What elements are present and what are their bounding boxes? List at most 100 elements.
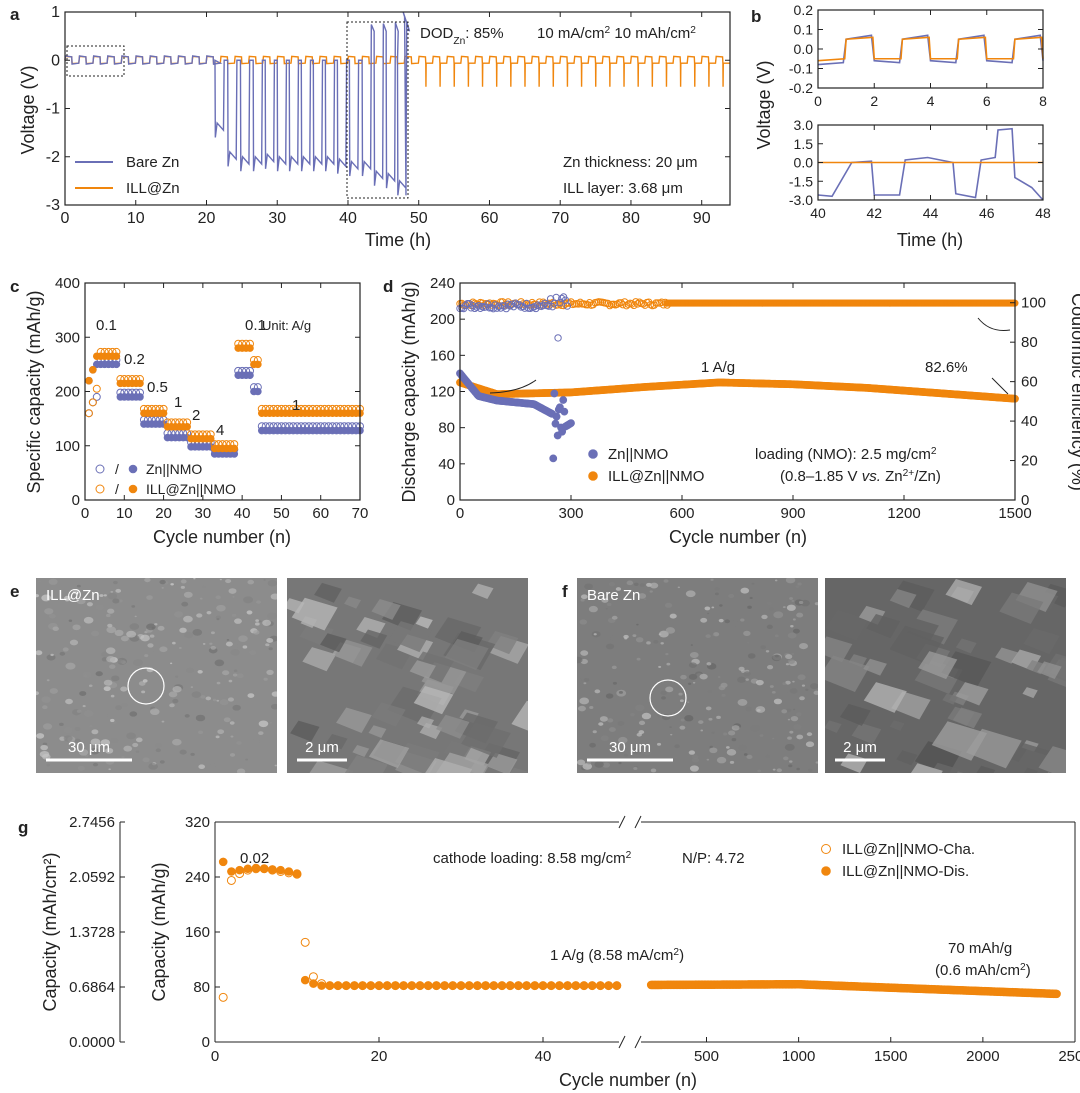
point-discharge [415,981,425,990]
sem-grain [601,597,609,603]
point-discharge [456,981,466,990]
point-ill-zn-nmo [254,360,262,369]
panel-letter-b: b [751,7,761,26]
sem-grain [39,750,50,758]
sem-grain [131,605,136,608]
point-ce [320,422,329,431]
sem-flake [413,685,454,715]
sem-grain [684,714,694,722]
y2-tick-label: 0.0000 [69,1034,115,1051]
point-ce-bare [472,303,481,311]
point-ill-zn-nmo [246,344,254,352]
sem-grain [599,716,608,722]
sem-grain [631,748,639,754]
x-tick-label: 80 [622,210,640,227]
point-ce [108,347,117,356]
arrow-to-capacity-axis [489,379,537,394]
sem-grain [795,585,800,588]
sem-grain [150,708,160,716]
sem-flake [461,722,511,758]
axis-break-mark [618,1035,626,1049]
sem-grain [797,674,806,681]
sem-grain [205,696,212,701]
sem-flake [1015,582,1058,613]
sem-grain [679,725,686,730]
sem-grain [766,665,774,670]
sem-flake [368,725,387,738]
sem-grain [154,623,158,626]
sem-grain [110,694,115,698]
sem-grain [262,619,272,626]
point-ce [128,375,137,384]
sem-grain [184,714,190,718]
point-ce [257,422,266,431]
point-ce [304,422,313,431]
sem-grain [692,681,696,684]
sem-grain [210,645,216,650]
point-ce [84,409,93,418]
sem-grain [215,595,221,600]
point-discharge [448,981,458,990]
point-discharge [604,981,613,990]
sem-grain [155,742,162,748]
sem-grain [718,618,724,623]
sem-grain [707,690,712,694]
point-ce [210,440,219,449]
x-tick-label: 1500 [874,1048,907,1065]
point-ce [324,422,333,431]
sem-grain [729,760,735,764]
sem-grain [577,759,586,766]
point-discharge [596,981,605,990]
sem-grain [584,583,593,590]
panel-letter-g: g [18,818,28,837]
point-ce [312,422,321,431]
sem-grain [790,625,794,628]
point-discharge [473,981,482,990]
sem-flake [839,703,871,726]
sem-grain [801,684,806,687]
sem-grain [148,650,155,656]
x-tick-label: 6 [983,93,991,109]
sem-grain [38,580,41,583]
sem-flake [309,760,354,773]
sem-grain [611,665,617,670]
sem-grain [608,727,616,733]
sem-grain [755,706,766,713]
sem-grain [36,594,39,598]
sem-grain [661,696,666,700]
sem-grain [755,679,764,686]
axis-break-mark [618,815,626,829]
sem-grain [229,753,236,757]
x-tick-label: 30 [195,505,212,522]
point-ce [183,418,192,427]
point-ce [285,422,294,431]
sem-grain [147,643,154,648]
sem-grain [638,720,646,726]
sem-grain [175,675,179,678]
sem-grain [677,586,681,589]
point-discharge [563,981,572,990]
point-ce-ill [583,301,592,309]
sem-grain [91,729,99,735]
legend-zn-nmo: Zn||NMO [146,461,202,477]
legend-marker [821,844,831,854]
sem-grain [738,744,747,751]
rate-label: 1 [292,397,300,414]
sem-grain [721,693,726,697]
sem-grain [95,604,105,611]
sem-flake [1047,772,1051,773]
point-ce-bare [497,304,505,312]
y2-tick-label: 100 [1021,295,1046,312]
sem-grain [120,686,128,692]
sem-grain [41,696,51,703]
sem-grain [179,749,187,755]
sem-grain [635,704,645,712]
sem-grain [107,713,112,718]
x-tick-label: 2000 [966,1048,999,1065]
y2-axis-label-d: Coulombic efficiency (%) [1068,293,1080,491]
sem-grain [745,678,750,681]
x-tick-label: 1000 [782,1048,815,1065]
y2-tick-label: 0 [1021,492,1029,509]
point-ce [320,404,329,413]
